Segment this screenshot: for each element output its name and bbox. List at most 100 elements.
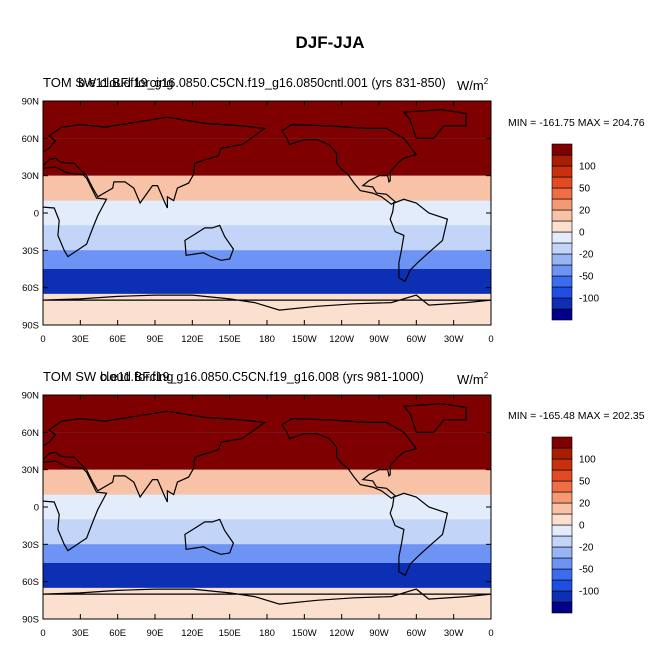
coastline <box>389 198 449 283</box>
y-tick-label: 60S <box>22 577 39 588</box>
field-band <box>43 519 491 545</box>
x-tick-label: 60W <box>407 334 427 345</box>
y-tick-label: 60N <box>22 428 40 439</box>
colorbar-swatch <box>551 286 573 299</box>
colorbar-swatch <box>551 187 573 200</box>
panel-control: TOM SW cloud forcing b.e11.BF.f19_g16.08… <box>22 75 645 345</box>
colorbar-swatch <box>551 253 573 266</box>
colorbar-label: 20 <box>579 499 591 510</box>
colorbar-swatch <box>551 165 573 178</box>
colorbar-swatch <box>551 469 573 482</box>
panel-left-title: TOM SW cloud forcing <box>43 369 174 384</box>
field-band <box>43 395 491 433</box>
coastline <box>43 294 491 311</box>
colorbar-label: 100 <box>579 162 596 173</box>
field-band <box>43 469 491 495</box>
y-tick-label: 0 <box>34 503 39 514</box>
colorbar-swatch <box>551 264 573 277</box>
coastline <box>43 410 267 503</box>
panel-units: W/m2 <box>457 371 489 387</box>
coastline <box>184 224 235 261</box>
colorbar-label: 100 <box>579 455 596 466</box>
field-band <box>43 200 491 226</box>
coastline <box>402 109 467 139</box>
coastline <box>281 123 418 206</box>
y-tick-label: 30S <box>22 540 39 551</box>
panel-experiment: TOM SW cloud forcing b.e11.BF.f19_g16.08… <box>22 369 645 639</box>
x-tick-label: 90E <box>147 334 164 345</box>
colorbar-swatch <box>551 209 573 222</box>
coastline <box>43 460 108 552</box>
panel-left-title: TOM SW cloud forcing <box>43 75 174 90</box>
field-band <box>43 432 491 470</box>
colorbar-swatch <box>551 447 573 460</box>
panel-min-max: MIN = -165.48 MAX = 202.35 <box>508 410 645 422</box>
y-tick-label: 90S <box>22 321 39 332</box>
units-base: W/m <box>457 78 484 93</box>
colorbar-label: -50 <box>579 565 594 576</box>
x-tick-label: 120W <box>329 628 354 639</box>
x-tick-label: 30W <box>444 334 464 345</box>
colorbar-swatch <box>551 557 573 570</box>
colorbar-swatch <box>551 458 573 471</box>
x-tick-label: 120E <box>181 628 203 639</box>
x-tick-label: 60W <box>407 628 427 639</box>
colorbar-swatch <box>551 220 573 233</box>
x-tick-label: 180 <box>259 334 275 345</box>
coastline <box>281 417 418 500</box>
panel-min-max: MIN = -161.75 MAX = 204.76 <box>508 117 645 129</box>
coastline <box>43 588 491 605</box>
x-tick-label: 150E <box>219 628 241 639</box>
colorbar: 100 50 20 0 -20 -50 -100 <box>551 143 599 321</box>
x-tick-label: 90W <box>369 628 389 639</box>
x-tick-label: 120W <box>329 334 354 345</box>
x-tick-label: 150W <box>292 628 317 639</box>
colorbar-swatch <box>551 535 573 548</box>
x-tick-label: 90W <box>369 334 389 345</box>
colorbar-swatch <box>551 154 573 167</box>
colorbar-swatch <box>551 524 573 537</box>
field-band <box>43 494 491 520</box>
field-band <box>43 544 491 563</box>
panel-units: W/m2 <box>457 77 489 93</box>
x-tick-label: 30E <box>72 628 89 639</box>
y-tick-label: 30N <box>22 171 40 182</box>
field-band <box>43 563 491 588</box>
x-tick-label: 0 <box>40 334 45 345</box>
colorbar-swatch <box>551 480 573 493</box>
field-band <box>43 101 491 139</box>
y-tick-label: 30N <box>22 465 40 476</box>
colorbar-swatch <box>551 513 573 526</box>
panel-center-title: b.e11.BF.f19_g16.0850.C5CN.f19_g16.0850c… <box>78 76 445 90</box>
y-tick-label: 0 <box>34 209 39 220</box>
colorbar-label: 50 <box>579 477 591 488</box>
coastline <box>402 403 467 433</box>
y-tick-label: 90S <box>22 615 39 626</box>
y-tick-label: 90N <box>22 97 40 108</box>
coastline <box>184 518 235 555</box>
x-tick-label: 150W <box>292 334 317 345</box>
x-tick-label: 60E <box>109 628 126 639</box>
colorbar-swatch <box>551 436 573 449</box>
colorbar-swatch <box>551 590 573 603</box>
colorbar-swatch <box>551 491 573 504</box>
colorbar-swatch <box>551 579 573 592</box>
colorbar-swatch <box>551 176 573 189</box>
colorbar-swatch <box>551 502 573 515</box>
y-tick-label: 30S <box>22 246 39 257</box>
x-tick-label: 60E <box>109 334 126 345</box>
y-tick-label: 60N <box>22 134 40 145</box>
coastline <box>43 116 267 209</box>
colorbar-label: 0 <box>579 228 585 239</box>
map-area <box>43 101 491 325</box>
colorbar-label: 20 <box>579 206 591 217</box>
map-axes: 0 30E 60E 90E 120E 150E 180 150W 120W 90W 60W 30W 09… <box>22 391 494 640</box>
colorbar-swatch <box>551 231 573 244</box>
colorbar-label: -100 <box>579 294 599 305</box>
colorbar-swatch <box>551 568 573 581</box>
colorbar-swatch <box>551 242 573 255</box>
colorbar-swatch <box>551 546 573 559</box>
units-superscript: 2 <box>484 371 489 380</box>
x-tick-label: 0 <box>488 334 493 345</box>
